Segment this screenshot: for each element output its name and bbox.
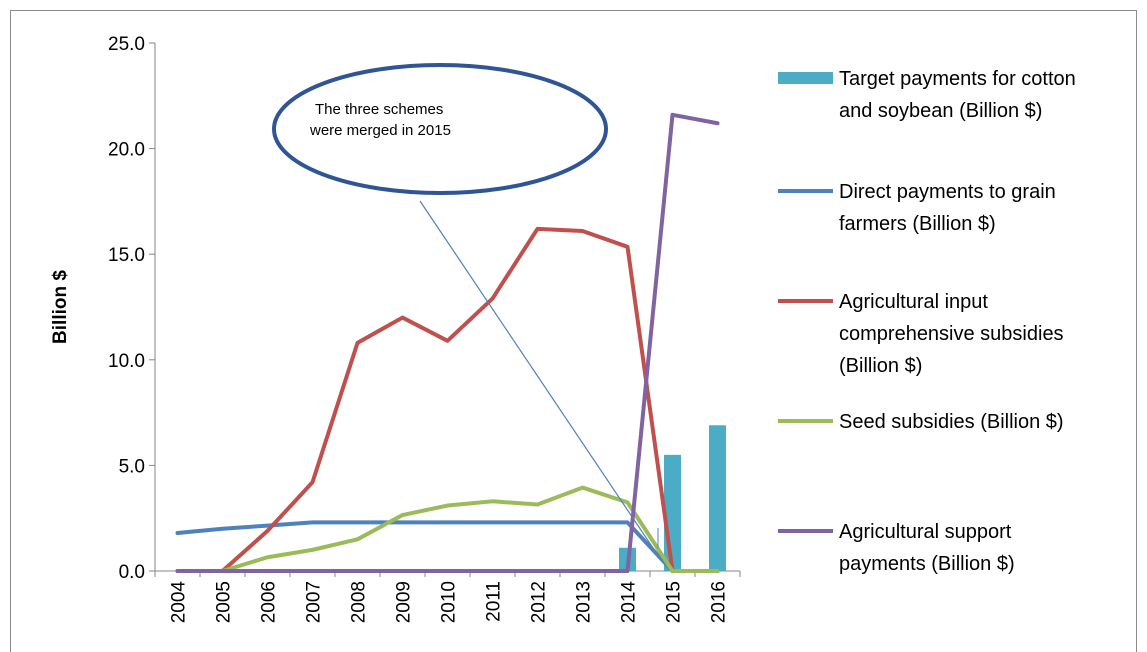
series-line — [175, 112, 720, 573]
x-tick-label: 2016 — [709, 581, 730, 623]
legend-label: Target payments for cotton — [839, 68, 1076, 90]
x-tick-label: 2010 — [439, 581, 460, 623]
x-tick-label: 2012 — [529, 581, 550, 623]
x-tick-label: 2009 — [394, 581, 415, 623]
x-tick-label: 2011 — [484, 581, 505, 622]
x-tick-label: 2006 — [259, 581, 280, 623]
bar — [709, 425, 726, 571]
y-tick-label: 5.0 — [119, 456, 145, 477]
legend-label: Agricultural input — [839, 291, 988, 313]
y-tick-label: 25.0 — [108, 34, 145, 55]
x-tick-label: 2004 — [169, 581, 190, 624]
x-tick-label: 2005 — [214, 581, 235, 623]
callout-text: were merged in 2015 — [309, 122, 451, 139]
legend-label: payments (Billion $) — [839, 553, 1015, 575]
x-tick-label: 2015 — [664, 581, 685, 623]
y-tick-label: 0.0 — [119, 562, 145, 583]
x-tick-label: 2014 — [619, 581, 640, 624]
callout-pointer — [419, 200, 654, 549]
callout-ellipse — [272, 63, 608, 195]
y-axis-label: Billion $ — [50, 270, 71, 344]
chart-frame — [10, 10, 1137, 652]
series-line — [175, 485, 720, 573]
legend-swatch-bar — [778, 72, 833, 84]
legend-label: and soybean (Billion $) — [839, 100, 1042, 122]
legend-label: Direct payments to grain — [839, 181, 1056, 203]
legend-label: Agricultural support — [839, 521, 1012, 543]
series-line — [175, 520, 720, 573]
y-tick-label: 10.0 — [108, 351, 145, 372]
legend-label: (Billion $) — [839, 355, 922, 377]
x-tick-label: 2013 — [574, 581, 595, 623]
y-tick-label: 20.0 — [108, 140, 145, 161]
series-line — [175, 226, 720, 573]
callout-text: The three schemes — [315, 101, 443, 118]
x-tick-label: 2008 — [349, 581, 370, 623]
y-tick-label: 15.0 — [108, 245, 145, 266]
legend-label: comprehensive subsidies — [839, 323, 1064, 345]
x-tick-label: 2007 — [304, 581, 325, 623]
legend-label: farmers (Billion $) — [839, 213, 996, 235]
bar — [664, 454, 681, 571]
legend-label: Seed subsidies (Billion $) — [839, 411, 1064, 433]
